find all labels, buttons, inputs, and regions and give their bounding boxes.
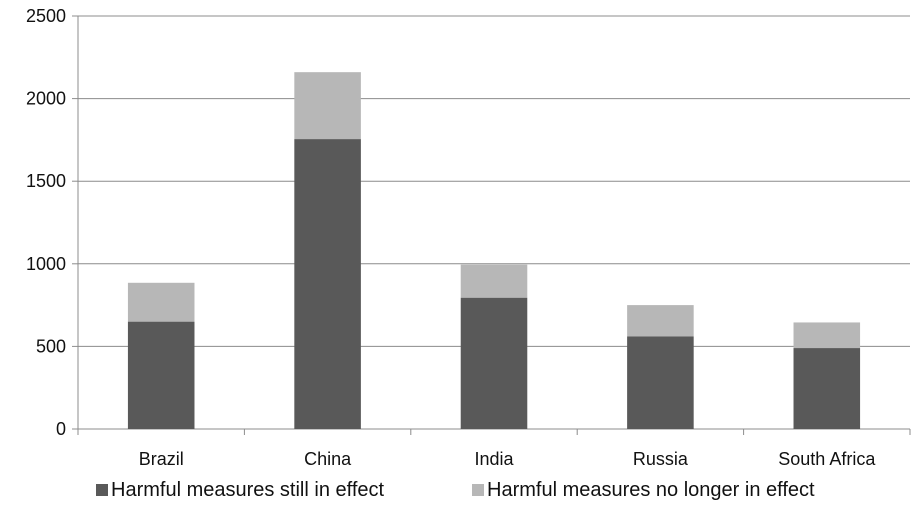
bar-segment-china-series-2 (294, 72, 361, 140)
bar-segment-russia-series-1 (627, 336, 694, 429)
tick-labels: 0 500 1000 1500 2000 2500 Brazil China India Russ… (26, 6, 876, 469)
legend-swatch-1 (96, 484, 108, 496)
bar-segment-south-africa-series-2 (793, 322, 861, 349)
bars (127, 72, 861, 429)
bar-segment-brazil-series-1 (127, 321, 195, 429)
y-tick-label: 0 (56, 419, 66, 439)
gridlines (78, 15, 910, 347)
bar-segment-russia-series-2 (627, 305, 694, 337)
legend-label-2: Harmful measures no longer in effect (487, 479, 815, 501)
x-tick-label: South Africa (778, 449, 876, 469)
x-tick-label: Brazil (139, 449, 184, 469)
bar-segment-china-series-1 (294, 139, 361, 429)
bar-segment-south-africa-series-1 (793, 348, 861, 429)
legend-swatch-2 (472, 484, 484, 496)
bar-segment-india-series-1 (460, 297, 528, 429)
bar-segment-india-series-2 (460, 264, 528, 298)
legend-label-1: Harmful measures still in effect (111, 479, 385, 501)
y-tick-label: 1000 (26, 254, 66, 274)
x-tick-label: Russia (633, 449, 689, 469)
legend: Harmful measures still in effect Harmful … (96, 479, 815, 501)
bar-segment-brazil-series-2 (127, 282, 195, 322)
x-tick-label: India (474, 449, 514, 469)
x-tick-label: China (304, 449, 352, 469)
y-tick-label: 1500 (26, 171, 66, 191)
y-tick-label: 2500 (26, 6, 66, 26)
y-tick-label: 500 (36, 336, 66, 356)
y-tick-label: 2000 (26, 89, 66, 109)
